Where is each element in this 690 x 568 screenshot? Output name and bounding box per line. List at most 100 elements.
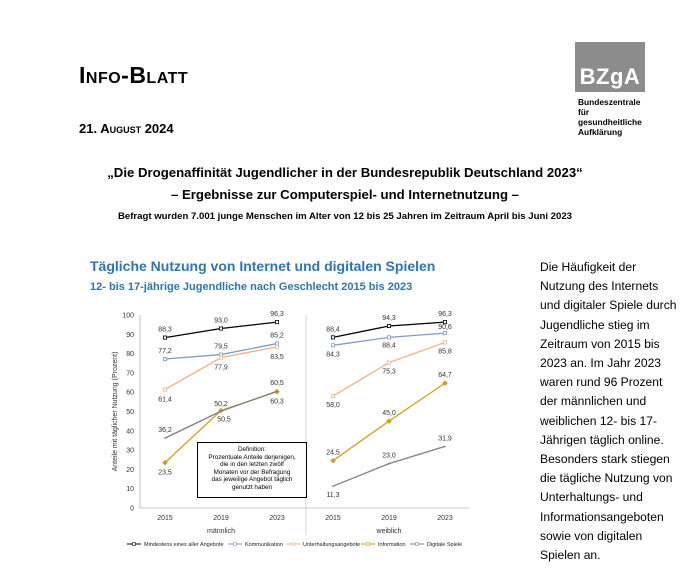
data-label: 64,7 [438,372,452,379]
data-label: 96,3 [270,311,284,318]
data-label: 90,6 [438,324,452,331]
data-point [386,324,391,329]
data-point [330,457,336,464]
data-label: 60,5 [270,380,284,387]
data-label: 60,3 [270,399,284,406]
chart-layer: 0 10 20 30 40 50 60 70 80 90 100 Anteile mit täglic… [112,311,470,548]
data-point [218,326,223,331]
y-tick-label: 100 [122,313,134,320]
y-tick-label: 0 [130,506,134,513]
data-label: 23,5 [158,470,172,477]
y-tick-label: 10 [126,486,134,493]
document-date: 21. August 2024 [79,121,174,136]
y-tick-label: 90 [126,332,134,339]
data-point: + [331,484,334,490]
y-axis-label: Anteile mit täglicher Nutzung (Prozent) [112,352,119,472]
legend-entry: Kommunikation [245,542,283,548]
data-point [442,331,447,336]
legend-entry: Information [378,542,406,548]
data-point [162,387,167,392]
x-tick-label: 2019 [213,515,229,522]
data-label: 23,0 [382,453,396,460]
logo-mark: BZgA [579,64,641,89]
data-point: + [443,444,446,450]
data-point [274,341,279,346]
series-line [332,445,446,487]
data-label: 85,8 [438,348,452,355]
data-point [162,459,168,466]
y-tick-label: 60 [126,390,134,397]
data-label: 61,4 [158,396,172,403]
y-tick-label: 70 [126,370,134,377]
data-point [330,335,335,340]
document-title: Info-Blatt [79,62,189,88]
data-label: 11,3 [326,492,339,499]
data-label: 88,4 [382,342,396,349]
legend-marker [233,542,237,546]
y-tick-label: 30 [126,448,134,455]
data-label: 96,3 [438,311,452,318]
data-label: 24,5 [326,450,340,457]
data-label: 75,3 [382,369,396,376]
chart-title: Tägliche Nutzung von Internet und digita… [90,258,436,274]
data-point [442,340,447,345]
data-point: + [219,409,222,415]
data-label: 58,0 [326,402,340,409]
y-tick-label: 50 [126,409,134,416]
data-label: 79,5 [214,344,228,351]
bzga-logo: BZgA [575,42,645,92]
data-label: 84,3 [326,351,340,358]
y-tick-label: 80 [126,351,134,358]
data-label: 83,5 [270,354,284,361]
legend-entry: Mindestens eines aller Angebote [144,542,224,548]
group-label: weiblich [376,528,402,535]
data-label: 88,4 [326,326,340,333]
data-label: 85,2 [270,333,284,340]
data-point [162,357,167,362]
legend-entry: Digitale Spiele [427,542,462,548]
data-point [442,320,447,325]
data-label: 94,3 [382,315,396,322]
data-label: 77,2 [158,348,172,355]
data-label: 50,5 [217,417,231,424]
data-point [330,394,335,399]
data-point [162,335,167,340]
data-label: 93,0 [214,318,228,325]
chart-subtitle: 12- bis 17-jährige Jugendliche nach Gesc… [90,281,413,293]
y-tick-label: 40 [126,428,134,435]
x-tick-label: 2019 [381,515,397,522]
x-tick-label: 2015 [325,515,341,522]
legend-entry: Unterhaltungsangebote [303,542,360,548]
heading-line-2: – Ergebnisse zur Computerspiel- und Inte… [170,187,520,202]
legend-marker [415,542,419,546]
data-label: 88,3 [158,327,172,334]
heading-line-3: Befragt wurden 7.001 junge Menschen im A… [117,211,573,222]
group-label: männlich [207,528,235,535]
legend-marker [366,542,370,546]
data-point [330,343,335,348]
data-label: 36,2 [158,427,172,434]
data-point: + [275,389,278,395]
definition-box: Definition: Prozentuale Anteile derjenig… [197,442,307,498]
legend-marker [132,542,136,546]
heading-line-1: „Die Drogenaffinität Jugendlicher in der… [107,165,583,180]
side-paragraph: Die Häufigkeit der Nutzung des Internets… [540,260,677,563]
data-point [218,355,223,360]
data-point: + [163,436,166,442]
data-label: 45,0 [382,410,396,417]
data-label: 50,2 [214,401,228,408]
data-label: 31,9 [438,435,452,442]
series-line [164,390,278,439]
data-point [442,380,448,386]
data-label: 77,9 [214,365,228,372]
data-point [274,344,279,349]
data-point: + [387,462,390,468]
legend-marker [291,542,295,546]
data-point [386,360,391,365]
x-tick-label: 2023 [437,515,453,522]
y-tick-label: 20 [126,467,134,474]
x-tick-label: 2023 [269,515,285,522]
data-point [386,335,391,340]
x-tick-label: 2015 [157,515,173,522]
